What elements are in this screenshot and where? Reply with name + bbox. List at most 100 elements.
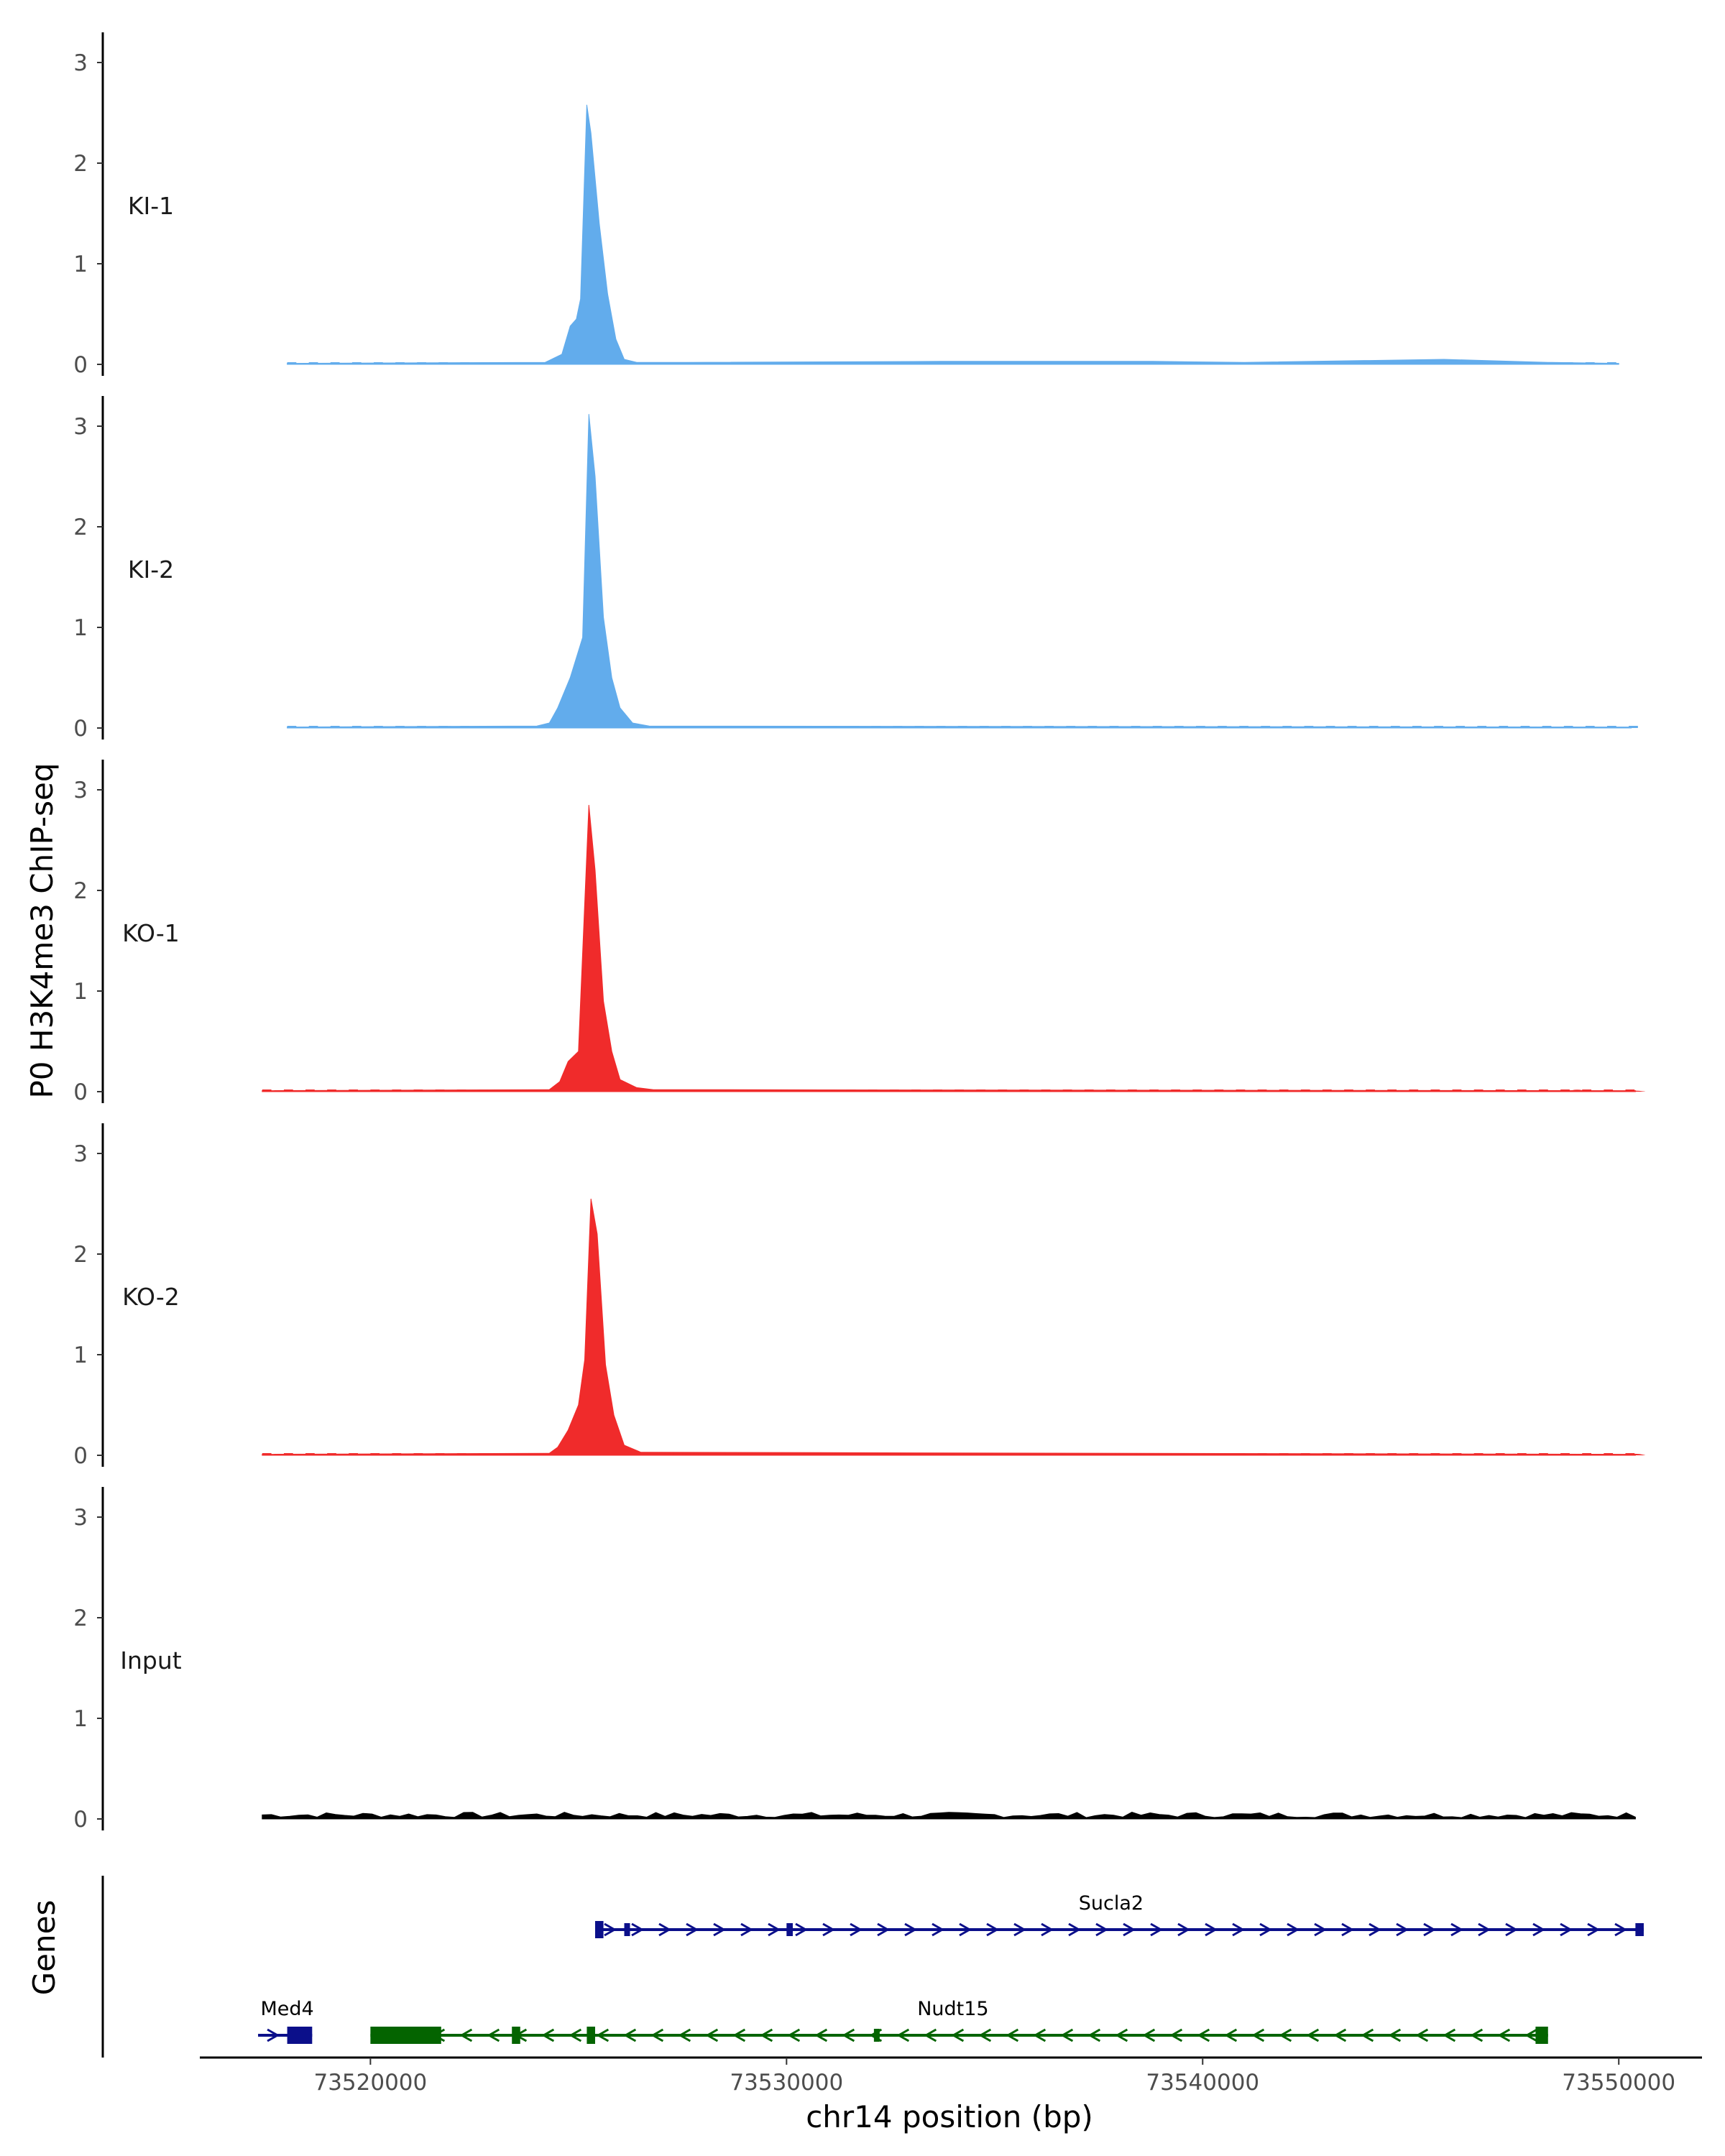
y-tick-label: 2 — [73, 1606, 88, 1631]
strand-chevron — [1150, 1922, 1164, 1937]
strand-chevron — [1497, 2028, 1511, 2042]
gene-exon — [786, 1923, 793, 1936]
strand-chevron — [951, 2028, 965, 2042]
x-tick-label: 73520000 — [313, 2070, 427, 2096]
strand-chevron — [822, 1922, 836, 1937]
strand-chevron — [1041, 1922, 1054, 1937]
strand-chevron — [1169, 2028, 1183, 2042]
track-ko-2: 0 1 2 3 KO-2 — [73, 1123, 1646, 1469]
strand-chevron — [1478, 1922, 1491, 1937]
strand-chevron — [842, 2028, 855, 2042]
strand-chevron — [1068, 1922, 1082, 1937]
strand-chevron — [904, 1922, 918, 1937]
y-tick-label: 3 — [73, 778, 88, 803]
small-signal-bump — [809, 727, 830, 728]
track-ki-2: 0 1 2 3 KI-2 — [73, 396, 1638, 742]
strand-chevron — [1388, 2028, 1402, 2042]
strand-chevron — [1443, 2028, 1456, 2042]
strand-chevron — [1560, 1922, 1573, 1937]
strand-chevron — [487, 2028, 500, 2042]
strand-chevron — [896, 2028, 910, 2042]
strand-chevron — [1505, 1922, 1519, 1937]
y-tick-label: 1 — [73, 979, 88, 1005]
small-signal-bump — [431, 1089, 451, 1092]
strand-chevron — [1123, 1922, 1136, 1937]
strand-chevron — [631, 1922, 645, 1937]
track-label: KO-1 — [122, 919, 180, 947]
tracks-group: 0 1 2 3 KI-1 0 1 2 3 KI-2 0 1 2 3 KO-1 0 1 2 3 KO-2 0 1 2 3 Inpu… — [73, 32, 1646, 1833]
strand-chevron — [1115, 2028, 1128, 2042]
strand-chevron — [1259, 1922, 1273, 1937]
strand-chevron — [1197, 2028, 1210, 2042]
small-signal-bump — [568, 727, 589, 728]
strand-chevron — [959, 1922, 972, 1937]
strand-chevron — [1279, 2028, 1292, 2042]
strand-chevron — [569, 2028, 582, 2042]
gene-name: Nudt15 — [917, 1998, 988, 2020]
strand-chevron — [978, 2028, 992, 2042]
y-tick-label: 3 — [73, 1141, 88, 1167]
strand-chevron — [768, 1922, 781, 1937]
strand-chevron — [760, 2028, 773, 2042]
strand-chevron — [705, 2028, 719, 2042]
strand-chevron — [1587, 1922, 1601, 1937]
small-signal-bump — [1142, 362, 1163, 364]
strand-chevron — [459, 2028, 473, 2042]
y-tick-label: 1 — [73, 1706, 88, 1732]
signal-area — [287, 414, 1632, 729]
strand-chevron — [1470, 2028, 1484, 2042]
gene-exon — [624, 1923, 630, 1936]
small-signal-bump — [439, 726, 460, 728]
strand-chevron — [795, 1922, 809, 1937]
strand-chevron — [596, 2028, 610, 2042]
small-signal-bump — [1609, 727, 1629, 728]
y-tick-label: 1 — [73, 1342, 88, 1368]
y-tick-label: 3 — [73, 414, 88, 440]
strand-chevron — [1341, 1922, 1355, 1937]
small-signal-bump — [1504, 1453, 1525, 1455]
strand-chevron — [1314, 1922, 1328, 1937]
gene-exon — [1535, 2027, 1548, 2044]
track-ki-1: 0 1 2 3 KI-1 — [73, 32, 1619, 378]
gene-sucla2: Sucla2 — [595, 1892, 1644, 1938]
x-tick-label: 73530000 — [730, 2070, 843, 2096]
gene-name: Sucla2 — [1079, 1892, 1144, 1915]
signal-area — [262, 804, 1636, 1092]
strand-chevron — [1087, 2028, 1101, 2042]
x-tick-label: 73550000 — [1562, 2070, 1675, 2096]
small-signal-bump — [984, 727, 1005, 728]
small-signal-bump — [1205, 1089, 1225, 1092]
gene-exon — [1635, 1923, 1644, 1936]
strand-chevron — [924, 2028, 937, 2042]
strand-chevron — [1450, 1922, 1464, 1937]
track-input: 0 1 2 3 Input — [73, 1487, 1636, 1833]
strand-chevron — [658, 1922, 672, 1937]
track-label: KO-2 — [122, 1283, 180, 1311]
gene-nudt15: Nudt15 — [370, 1998, 1548, 2044]
x-tick-label: 73540000 — [1146, 2070, 1259, 2096]
strand-chevron — [1013, 1922, 1027, 1937]
x-axis: 73520000 73530000 73540000 73550000 — [200, 2056, 1702, 2096]
strand-chevron — [541, 2028, 555, 2042]
small-signal-bump — [1550, 727, 1571, 728]
y-tick-label: 3 — [73, 50, 88, 76]
strand-chevron — [740, 1922, 754, 1937]
y-tick-label: 1 — [73, 252, 88, 277]
strand-chevron — [1415, 2028, 1429, 2042]
strand-chevron — [877, 1922, 891, 1937]
y-tick-label: 0 — [73, 1443, 88, 1469]
small-signal-bump — [1567, 1089, 1588, 1092]
strand-chevron — [986, 1922, 1000, 1937]
small-signal-bump — [668, 727, 689, 728]
small-signal-bump — [1625, 1453, 1646, 1455]
strand-chevron — [1095, 1922, 1109, 1937]
small-signal-bump — [684, 1453, 705, 1455]
strand-chevron — [814, 2028, 828, 2042]
y-tick-label: 2 — [73, 151, 88, 177]
strand-chevron — [1396, 1922, 1409, 1937]
signal-area — [262, 1812, 1636, 1820]
strand-chevron — [686, 1922, 699, 1937]
strand-chevron — [1177, 1922, 1191, 1937]
gene-exon — [287, 2027, 313, 2044]
